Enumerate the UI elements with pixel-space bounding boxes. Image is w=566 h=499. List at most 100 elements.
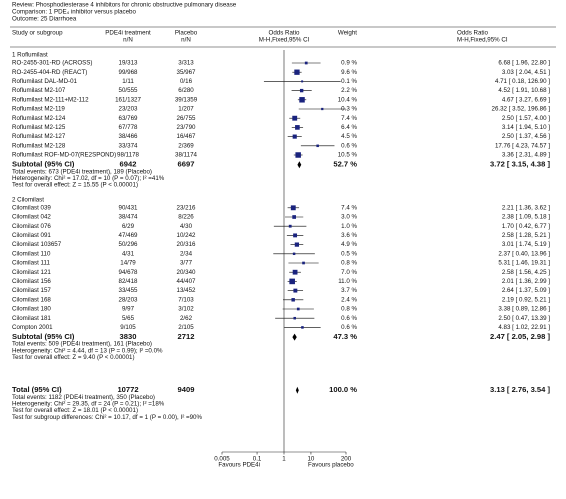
x-tick-label: 0.1: [253, 456, 262, 463]
study-marker: [299, 97, 305, 103]
study-marker: [301, 326, 304, 329]
treatment-cell: 82/418: [119, 278, 138, 285]
total-note: Total events: 1182 (PDE4i treatment), 35…: [12, 394, 155, 401]
column-header: Weight: [338, 30, 357, 37]
column-subheader: n/N: [181, 37, 191, 44]
weight-cell: 0.1 %: [341, 78, 357, 85]
placebo-cell: 39/1359: [175, 96, 198, 103]
weight-cell: 7.4 %: [341, 115, 357, 122]
treatment-cell: 9/97: [122, 306, 135, 313]
weight-cell: 3.6 %: [341, 232, 357, 239]
placebo-cell: 6/280: [178, 87, 194, 94]
treatment-cell: 9/105: [120, 324, 136, 331]
weight-cell: 52.7 %: [333, 160, 357, 169]
weight-cell: 2.2 %: [341, 87, 357, 94]
placebo-cell: 20/340: [177, 269, 196, 276]
placebo-cell: 1/207: [178, 106, 194, 113]
treatment-cell: 33/374: [119, 142, 138, 149]
placebo-cell: 23/216: [177, 204, 196, 211]
study-name: Cilomilast 042: [12, 214, 51, 221]
weight-cell: 0.6 %: [341, 315, 357, 322]
placebo-cell: 2712: [178, 332, 195, 341]
study-marker: [294, 242, 300, 247]
placebo-cell: 10/242: [177, 232, 196, 239]
treatment-cell: 10772: [117, 385, 138, 394]
study-marker: [295, 152, 301, 158]
or-cell: 3.03 [ 2.04, 4.51 ]: [502, 69, 550, 76]
weight-cell: 3.7 %: [341, 287, 357, 294]
group-title: 1 Roflumilast: [12, 52, 48, 59]
study-marker: [292, 269, 298, 275]
weight-cell: 2.4 %: [341, 296, 357, 303]
column-header: Odds Ratio: [457, 30, 489, 37]
study-name: Cilomilast 181: [12, 315, 51, 322]
placebo-cell: 9409: [178, 385, 195, 394]
treatment-cell: 14/79: [120, 260, 136, 267]
group-note: Heterogeneity: Chi² = 17.02, df = 10 (P …: [12, 175, 165, 182]
study-name: Roflumilast M2-107: [12, 87, 66, 94]
weight-cell: 7.0 %: [341, 269, 357, 276]
placebo-cell: 8/226: [178, 214, 194, 221]
study-name: Roflumilast M2-127: [12, 133, 66, 140]
study-marker: [294, 69, 300, 75]
treatment-cell: 50/296: [119, 241, 138, 248]
placebo-cell: 3/102: [178, 306, 194, 313]
favours-left: Favours PDE4i: [218, 462, 260, 469]
study-name: Roflumilast M2-125: [12, 124, 66, 131]
column-header: Placebo: [175, 30, 198, 37]
x-tick-label: 1: [282, 456, 286, 463]
treatment-cell: 23/203: [119, 106, 138, 113]
or-cell: 26.32 [ 3.52, 196.86 ]: [492, 106, 551, 113]
or-cell: 4.67 [ 3.27, 6.69 ]: [502, 96, 550, 103]
or-cell: 3.01 [ 1.74, 5.19 ]: [502, 241, 550, 248]
study-marker: [289, 278, 295, 285]
study-marker: [302, 261, 305, 265]
placebo-cell: 35/967: [177, 69, 196, 76]
or-cell: 3.13 [ 2.76, 3.54 ]: [490, 385, 550, 394]
or-cell: 17.76 [ 4.23, 74.57 ]: [495, 142, 550, 149]
study-name: Cilomilast 156: [12, 278, 51, 285]
treatment-cell: 33/455: [119, 287, 138, 294]
study-marker: [299, 88, 304, 93]
placebo-cell: 6697: [178, 160, 195, 169]
placebo-cell: 16/467: [177, 133, 196, 140]
placebo-cell: 2/105: [178, 324, 194, 331]
treatment-cell: 6/29: [122, 223, 135, 230]
study-name: Cilomilast 091: [12, 232, 51, 239]
column-subheader: n/N: [123, 37, 133, 44]
weight-cell: 1.0 %: [341, 223, 357, 230]
treatment-cell: 28/203: [119, 296, 138, 303]
treatment-cell: 5/65: [122, 315, 135, 322]
weight-cell: 47.3 %: [333, 332, 357, 341]
placebo-cell: 3/313: [178, 60, 194, 67]
total-note: Heterogeneity: Chi² = 29.35, df = 24 (P …: [12, 401, 165, 408]
study-marker: [296, 307, 300, 311]
placebo-cell: 3/77: [180, 260, 193, 267]
weight-cell: 9.6 %: [341, 69, 357, 76]
study-name: Roflumilast DAL-MD-01: [12, 78, 78, 85]
placebo-cell: 13/452: [177, 287, 196, 294]
study-marker: [293, 288, 298, 293]
weight-cell: 4.5 %: [341, 133, 357, 140]
weight-cell: 0.6 %: [341, 142, 357, 149]
study-name: Roflumilast M2-111+M2-112: [12, 96, 89, 103]
study-marker: [290, 205, 296, 211]
study-name: RO-2455-301-RD (ACROSS): [12, 60, 92, 67]
treatment-cell: 63/769: [119, 115, 138, 122]
or-cell: 2.21 [ 1.36, 3.62 ]: [502, 204, 550, 211]
column-subheader: M-H,Fixed,95% CI: [259, 37, 310, 44]
or-cell: 5.31 [ 1.46, 19.31 ]: [498, 260, 550, 267]
study-name: Roflumilast M2-119: [12, 106, 65, 113]
total-note: Test for overall effect: Z = 18.01 (P < …: [12, 407, 138, 414]
or-cell: 2.50 [ 0.47, 13.39 ]: [498, 315, 550, 322]
placebo-cell: 2/369: [178, 142, 194, 149]
treatment-cell: 98/1178: [117, 152, 139, 159]
placebo-cell: 38/1174: [175, 152, 197, 159]
or-cell: 4.52 [ 1.91, 10.68 ]: [498, 87, 550, 94]
weight-cell: 0.8 %: [341, 306, 357, 313]
or-cell: 6.68 [ 1.96, 22.80 ]: [498, 60, 550, 67]
x-tick-label: 0.005: [214, 456, 230, 463]
study-marker: [292, 215, 296, 219]
pooled-diamond: [297, 161, 302, 169]
